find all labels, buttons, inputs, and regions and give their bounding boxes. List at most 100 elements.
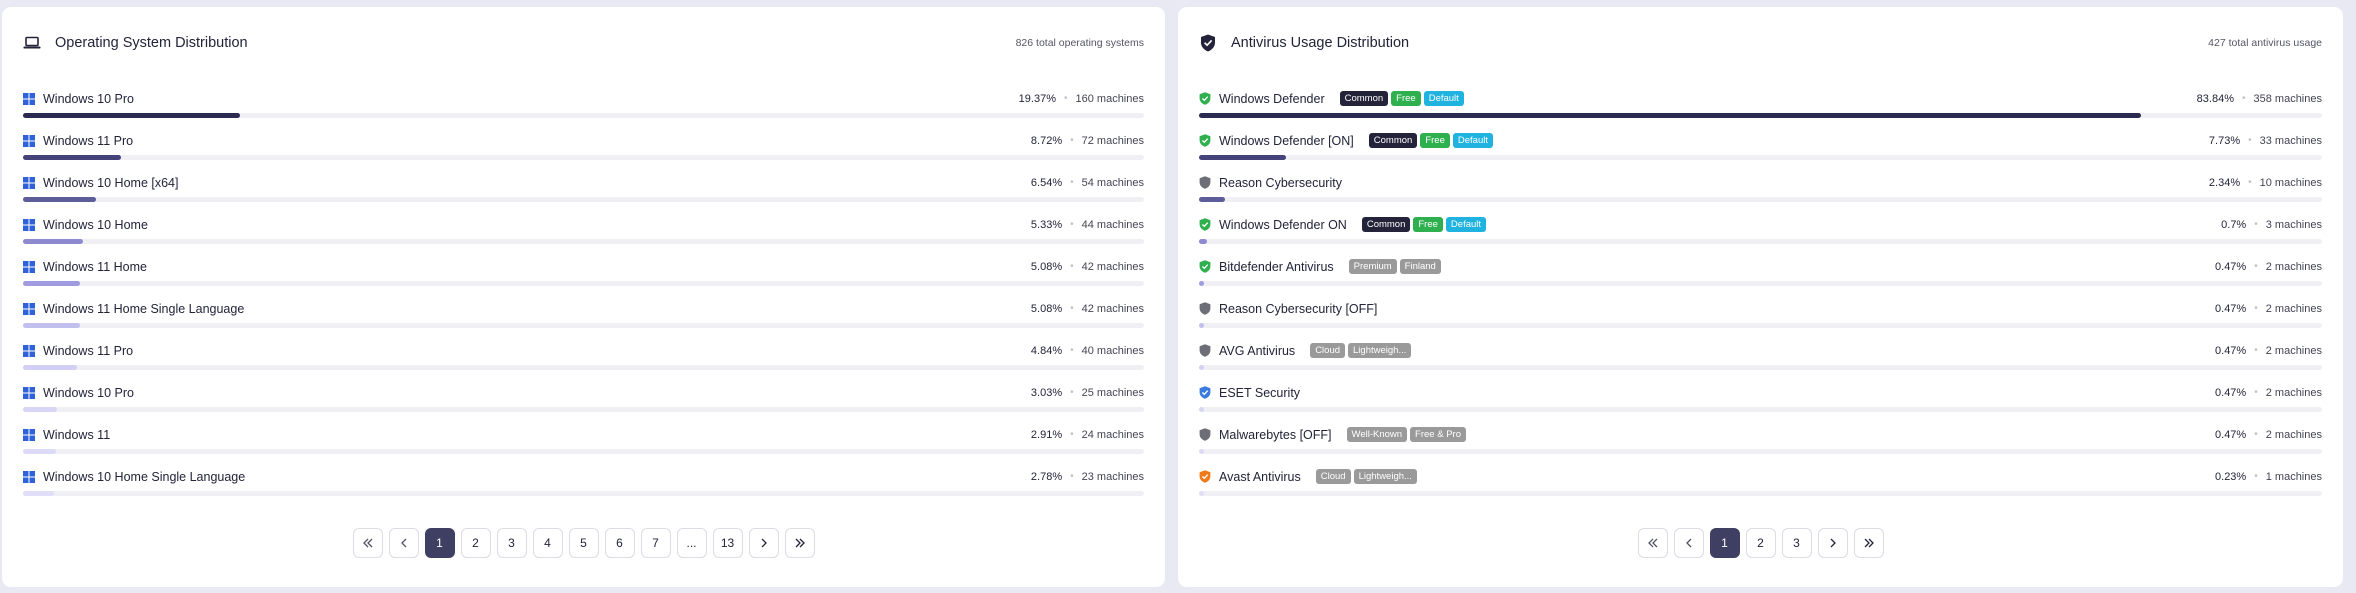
badge-group: Cloud Lightweigh... xyxy=(1307,343,1412,358)
percentage: 2.78% xyxy=(1030,470,1063,483)
row-header: Reason Cybersecurity 2.34% • 10 machines xyxy=(1199,172,2322,193)
row-left: Windows Defender ON Common Free Default xyxy=(1199,217,1487,232)
tag-badge: Default xyxy=(1452,133,1493,148)
machine-count: 2 machines xyxy=(2265,386,2322,399)
page-button[interactable]: 1 xyxy=(424,528,455,558)
list-item: AVG Antivirus Cloud Lightweigh... 0.47% • 2 m… xyxy=(1199,340,2322,382)
row-left: Malwarebytes [OFF] Well-Known Free & Pro xyxy=(1199,427,1466,442)
page-button[interactable]: 13 xyxy=(712,528,743,558)
shield-gray-icon xyxy=(1199,176,1211,189)
windows-icon xyxy=(23,428,35,441)
windows-icon xyxy=(23,92,35,105)
first-page-button[interactable] xyxy=(352,528,383,558)
machine-count: 24 machines xyxy=(1081,428,1144,441)
tag-badge: Common xyxy=(1361,217,1411,232)
shield-check-icon xyxy=(1199,34,1217,52)
row-header: Reason Cybersecurity [OFF] 0.47% • 2 machin… xyxy=(1199,298,2322,319)
antivirus-name: Avast Antivirus xyxy=(1219,469,1301,484)
machine-count: 1 machines xyxy=(2265,470,2322,483)
last-page-button[interactable] xyxy=(1853,528,1884,558)
prev-page-button[interactable] xyxy=(388,528,419,558)
dot-separator: • xyxy=(2254,429,2258,440)
next-page-button[interactable] xyxy=(1817,528,1848,558)
page-button[interactable]: 7 xyxy=(640,528,671,558)
percentage: 2.34% xyxy=(2208,176,2241,189)
page-button[interactable]: 3 xyxy=(496,528,527,558)
row-left: Reason Cybersecurity [OFF] xyxy=(1199,302,1377,316)
av-panel-header: Antivirus Usage Distribution 427 total a… xyxy=(1199,7,2322,77)
machine-count: 44 machines xyxy=(1081,218,1144,231)
windows-icon xyxy=(23,302,35,315)
row-header: Malwarebytes [OFF] Well-Known Free & Pro 0.… xyxy=(1199,424,2322,445)
percentage: 8.72% xyxy=(1030,134,1063,147)
av-panel-title: Antivirus Usage Distribution xyxy=(1231,35,1410,51)
machine-count: 2 machines xyxy=(2265,428,2322,441)
row-header: Avast Antivirus Cloud Lightweigh... 0.23% • 1… xyxy=(1199,466,2322,487)
percentage: 7.73% xyxy=(2208,134,2241,147)
dot-separator: • xyxy=(2254,219,2258,230)
machine-count: 2 machines xyxy=(2265,302,2322,315)
page-button[interactable]: 2 xyxy=(460,528,491,558)
progress-fill xyxy=(1199,197,1226,202)
tag-badge: Finland xyxy=(1399,259,1441,274)
row-stats: 0.23% • 1 machines xyxy=(2215,471,2322,483)
percentage: 0.47% xyxy=(2215,260,2247,273)
row-left: Windows 10 Home [x64] xyxy=(23,176,178,190)
first-page-button[interactable] xyxy=(1637,528,1668,558)
machine-count: 72 machines xyxy=(1081,134,1144,147)
shield-orange-icon xyxy=(1199,470,1211,483)
dot-separator: • xyxy=(2254,261,2258,272)
percentage: 0.47% xyxy=(2215,302,2247,315)
os-total-count: 826 total operating systems xyxy=(1015,37,1144,49)
row-header: Windows 10 Home 5.33% • 44 machines xyxy=(23,214,1144,235)
shield-check-blue-icon xyxy=(1199,386,1211,399)
page-button[interactable]: 1 xyxy=(1709,528,1740,558)
row-left: Windows 10 Pro xyxy=(23,92,134,106)
row-header: Windows Defender Common Free Default 83.84% •… xyxy=(1199,88,2322,109)
page-button[interactable]: 4 xyxy=(532,528,563,558)
os-name: Windows 10 Pro xyxy=(43,385,135,400)
progress-track xyxy=(23,281,1144,286)
page-button[interactable]: 6 xyxy=(604,528,635,558)
chevron-left-icon xyxy=(400,538,408,548)
row-header: Windows 10 Home Single Language 2.78% • 23 … xyxy=(23,466,1144,487)
dot-separator: • xyxy=(1070,261,1074,272)
shield-gray-icon xyxy=(1199,428,1211,441)
progress-track xyxy=(1199,365,2322,370)
row-stats: 0.47% • 2 machines xyxy=(2215,261,2322,273)
antivirus-name: Windows Defender ON xyxy=(1219,217,1347,232)
page-button[interactable]: 5 xyxy=(568,528,599,558)
tag-badge: Premium xyxy=(1348,259,1397,274)
os-pagination: 1 2 3 4 5 6 7... 13 xyxy=(2,528,1165,558)
chevron-left-icon xyxy=(1685,538,1693,548)
page-button[interactable]: 2 xyxy=(1745,528,1776,558)
machine-count: 2 machines xyxy=(2265,260,2322,273)
dot-separator: • xyxy=(1070,219,1074,230)
progress-fill xyxy=(23,365,78,370)
os-name: Windows 10 Home Single Language xyxy=(43,469,246,484)
row-stats: 6.54% • 54 machines xyxy=(1031,177,1144,189)
row-stats: 2.34% • 10 machines xyxy=(2209,177,2322,189)
row-left: Windows 10 Pro xyxy=(23,386,134,400)
row-left: Windows 11 xyxy=(23,428,110,442)
windows-icon xyxy=(23,470,35,483)
dot-separator: • xyxy=(2254,387,2258,398)
os-name: Windows 11 Pro xyxy=(43,133,134,148)
tag-badge: Default xyxy=(1423,91,1464,106)
progress-fill xyxy=(23,155,121,160)
page-button[interactable]: 3 xyxy=(1781,528,1812,558)
windows-icon xyxy=(23,386,35,399)
prev-page-button[interactable] xyxy=(1673,528,1704,558)
machine-count: 23 machines xyxy=(1081,470,1144,483)
percentage: 0.7% xyxy=(2221,218,2247,231)
percentage: 5.08% xyxy=(1030,302,1063,315)
list-item: Windows 10 Home 5.33% • 44 machines xyxy=(23,214,1144,256)
tag-badge: Free xyxy=(1413,217,1443,232)
percentage: 0.47% xyxy=(2215,428,2247,441)
last-page-button[interactable] xyxy=(784,528,815,558)
tag-badge: Common xyxy=(1368,133,1418,148)
list-item: Windows 10 Pro 19.37% • 160 machines xyxy=(23,88,1144,130)
row-header: Windows Defender ON Common Free Default 0.7%… xyxy=(1199,214,2322,235)
next-page-button[interactable] xyxy=(748,528,779,558)
windows-icon xyxy=(23,344,35,357)
